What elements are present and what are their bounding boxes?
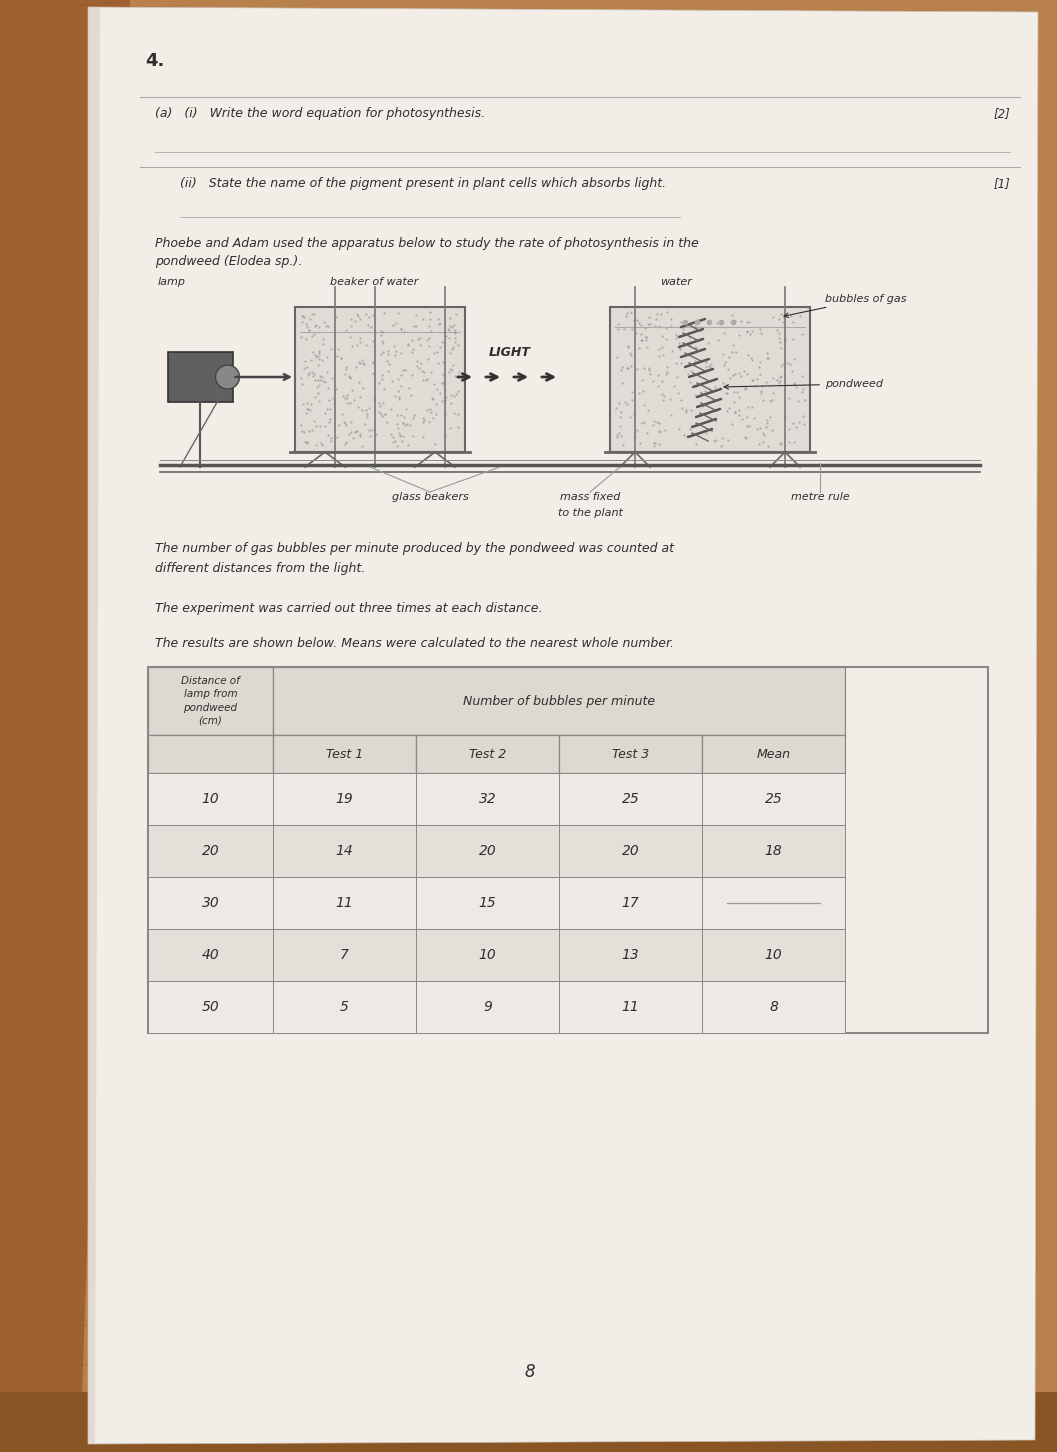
Text: 32: 32	[479, 791, 497, 806]
Bar	[273, 929, 416, 982]
Text: pondweed (Elodea sp.).: pondweed (Elodea sp.).	[155, 256, 302, 269]
Bar	[273, 666, 845, 735]
Bar	[702, 772, 845, 825]
Text: 10: 10	[479, 948, 497, 963]
Text: Test 3: Test 3	[612, 748, 649, 761]
Bar	[416, 825, 559, 877]
Bar	[273, 877, 416, 929]
Text: 4.: 4.	[145, 52, 165, 70]
Text: lamp: lamp	[157, 277, 186, 287]
Bar	[559, 825, 702, 877]
Bar	[148, 666, 273, 735]
Bar	[416, 929, 559, 982]
Bar	[702, 825, 845, 877]
Bar	[295, 306, 465, 452]
Polygon shape	[88, 7, 100, 1443]
Text: 50: 50	[202, 1000, 220, 1013]
Text: 40: 40	[202, 948, 220, 963]
Text: beaker of water: beaker of water	[330, 277, 419, 287]
Bar	[559, 735, 702, 772]
Text: pondweed: pondweed	[724, 379, 883, 389]
Circle shape	[216, 364, 240, 389]
Text: 5: 5	[340, 1000, 349, 1013]
Bar	[702, 877, 845, 929]
Bar	[273, 825, 416, 877]
Bar	[148, 825, 273, 877]
Text: Test 2: Test 2	[469, 748, 506, 761]
Bar	[610, 306, 810, 452]
Text: 25: 25	[764, 791, 782, 806]
Text: 8: 8	[524, 1363, 535, 1381]
Bar	[416, 982, 559, 1032]
Text: 20: 20	[202, 844, 220, 858]
Text: Distance of
lamp from
pondweed
(cm): Distance of lamp from pondweed (cm)	[181, 677, 240, 726]
Text: glass beakers: glass beakers	[392, 492, 468, 502]
Bar	[148, 877, 273, 929]
Bar	[416, 877, 559, 929]
Bar	[416, 735, 559, 772]
Bar	[702, 929, 845, 982]
Text: Phoebe and Adam used the apparatus below to study the rate of photosynthesis in : Phoebe and Adam used the apparatus below…	[155, 237, 699, 250]
Text: [1]: [1]	[994, 177, 1010, 190]
Text: (ii)   State the name of the pigment present in plant cells which absorbs light.: (ii) State the name of the pigment prese…	[180, 177, 666, 190]
Text: LIGHT: LIGHT	[489, 346, 531, 359]
Text: 20: 20	[622, 844, 639, 858]
Text: Test 1: Test 1	[326, 748, 364, 761]
Text: water: water	[660, 277, 692, 287]
Text: The experiment was carried out three times at each distance.: The experiment was carried out three tim…	[155, 603, 542, 616]
Bar	[273, 735, 416, 772]
Bar	[273, 982, 416, 1032]
Text: Mean: Mean	[757, 748, 791, 761]
Polygon shape	[88, 7, 1038, 1443]
Bar	[167, 351, 233, 402]
Text: The results are shown below. Means were calculated to the nearest whole number.: The results are shown below. Means were …	[155, 637, 674, 650]
Bar	[559, 877, 702, 929]
Text: Number of bubbles per minute: Number of bubbles per minute	[463, 694, 655, 707]
Bar	[416, 772, 559, 825]
Polygon shape	[0, 1392, 1057, 1452]
Text: 10: 10	[202, 791, 220, 806]
Bar	[148, 735, 273, 772]
Bar	[148, 772, 273, 825]
Text: 11: 11	[336, 896, 353, 910]
Polygon shape	[0, 0, 130, 1452]
Text: [2]: [2]	[994, 107, 1010, 121]
Text: 13: 13	[622, 948, 639, 963]
Text: 11: 11	[622, 1000, 639, 1013]
Text: 8: 8	[769, 1000, 778, 1013]
Text: 30: 30	[202, 896, 220, 910]
Text: 19: 19	[336, 791, 353, 806]
Text: metre rule: metre rule	[791, 492, 850, 502]
Text: 25: 25	[622, 791, 639, 806]
Text: mass fixed: mass fixed	[560, 492, 620, 502]
Text: 20: 20	[479, 844, 497, 858]
Bar	[702, 982, 845, 1032]
Text: (a)   (i)   Write the word equation for photosynthesis.: (a) (i) Write the word equation for phot…	[155, 107, 485, 121]
Bar	[148, 666, 988, 1032]
Bar	[559, 982, 702, 1032]
Bar	[148, 929, 273, 982]
Text: 10: 10	[764, 948, 782, 963]
Bar	[148, 982, 273, 1032]
Bar	[702, 735, 845, 772]
Text: The number of gas bubbles per minute produced by the pondweed was counted at: The number of gas bubbles per minute pro…	[155, 542, 674, 555]
Text: 14: 14	[336, 844, 353, 858]
Text: different distances from the light.: different distances from the light.	[155, 562, 366, 575]
Bar	[559, 929, 702, 982]
Text: 9: 9	[483, 1000, 492, 1013]
Bar	[273, 772, 416, 825]
Text: 17: 17	[622, 896, 639, 910]
Text: bubbles of gas: bubbles of gas	[784, 293, 907, 318]
Text: 7: 7	[340, 948, 349, 963]
Text: 18: 18	[764, 844, 782, 858]
Text: 15: 15	[479, 896, 497, 910]
Text: to the plant: to the plant	[557, 508, 623, 518]
Bar	[559, 772, 702, 825]
